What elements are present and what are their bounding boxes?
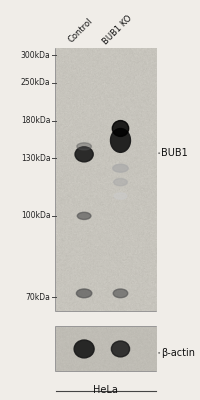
Ellipse shape — [113, 164, 128, 172]
Ellipse shape — [110, 128, 130, 152]
Text: 100kDa: 100kDa — [21, 211, 50, 220]
FancyBboxPatch shape — [56, 327, 156, 371]
Ellipse shape — [77, 143, 91, 150]
Ellipse shape — [76, 289, 92, 298]
FancyBboxPatch shape — [56, 49, 156, 311]
Text: 70kDa: 70kDa — [26, 293, 50, 302]
Ellipse shape — [111, 341, 130, 357]
Ellipse shape — [77, 212, 91, 220]
Text: 250kDa: 250kDa — [21, 78, 50, 87]
Ellipse shape — [74, 340, 94, 358]
Text: HeLa: HeLa — [93, 385, 118, 395]
Ellipse shape — [75, 147, 93, 162]
Text: 130kDa: 130kDa — [21, 154, 50, 163]
Ellipse shape — [113, 289, 128, 298]
Text: BUB1: BUB1 — [161, 148, 188, 158]
Text: Control: Control — [67, 16, 95, 44]
Text: β-actin: β-actin — [161, 348, 195, 358]
Text: BUB1 KO: BUB1 KO — [101, 14, 134, 46]
Ellipse shape — [114, 193, 127, 199]
Text: 180kDa: 180kDa — [21, 116, 50, 125]
Text: 300kDa: 300kDa — [21, 50, 50, 60]
Ellipse shape — [112, 120, 129, 136]
Ellipse shape — [114, 178, 127, 186]
